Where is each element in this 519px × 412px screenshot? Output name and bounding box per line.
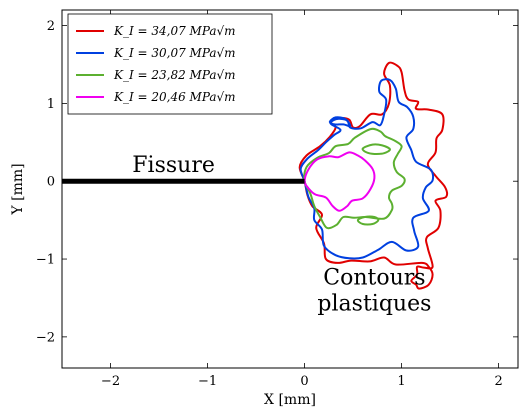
contour-line-3 <box>303 127 406 230</box>
y-tick-label: −1 <box>36 253 55 268</box>
plastic-contours <box>298 61 449 290</box>
x-tick-label: −1 <box>198 374 217 389</box>
plot-frame <box>61 9 519 369</box>
y-axis-label: Y [mm] <box>10 163 26 215</box>
legend-label: K_I = 30,07 MPa√m <box>113 46 236 60</box>
x-tick-label: 0 <box>300 374 308 389</box>
legend: K_I = 34,07 MPa√m K_I = 30,07 MPa√m K_I = … <box>67 13 273 115</box>
axis-tick-labels: −2 −1 0 1 2 −2 −1 0 1 2 <box>36 19 503 389</box>
contour-island-2 <box>356 215 380 226</box>
legend-label: K_I = 23,82 MPa√m <box>113 68 236 82</box>
annotation-text: Contours <box>323 266 425 291</box>
legend-label: K_I = 20,46 MPa√m <box>113 90 236 104</box>
x-tick-label: −2 <box>101 374 120 389</box>
contour-island-1 <box>361 143 391 156</box>
annotation-text: Fissure <box>132 153 215 178</box>
y-tick-label: 0 <box>47 175 55 190</box>
y-tick-label: −2 <box>36 330 55 345</box>
annotation-text: plastiques <box>317 291 431 316</box>
x-axis-label: X [mm] <box>264 392 316 408</box>
y-tick-label: 2 <box>47 19 55 34</box>
x-tick-label: 2 <box>494 374 502 389</box>
contour-island-3 <box>328 116 352 128</box>
legend-label: K_I = 34,07 MPa√m <box>113 24 236 38</box>
y-tick-label: 1 <box>47 97 55 112</box>
contour-line-2 <box>299 78 435 260</box>
contour-line-1 <box>298 61 449 290</box>
x-tick-label: 1 <box>397 374 405 389</box>
contour-line-4 <box>303 151 376 212</box>
